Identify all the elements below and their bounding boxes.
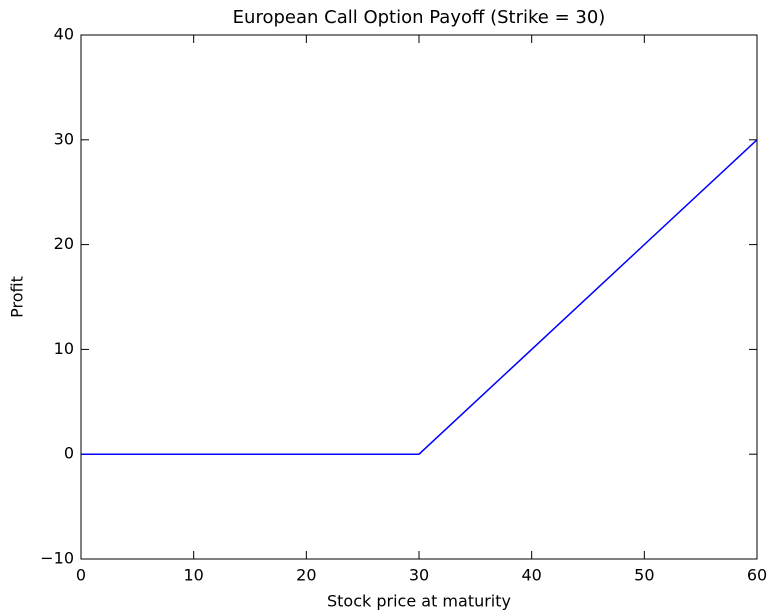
y-tick-label: 10 bbox=[54, 339, 74, 358]
y-tick-label: 40 bbox=[54, 25, 74, 44]
y-axis-label: Profit bbox=[8, 276, 27, 318]
y-tick-label: 0 bbox=[64, 444, 74, 463]
x-tick-label: 0 bbox=[76, 566, 86, 585]
chart-title: European Call Option Payoff (Strike = 30… bbox=[233, 7, 606, 28]
x-tick-label: 10 bbox=[183, 566, 203, 585]
plot-frame bbox=[80, 34, 758, 560]
x-tick-label: 60 bbox=[747, 566, 767, 585]
x-tick-label: 50 bbox=[634, 566, 654, 585]
y-tick-label: 20 bbox=[54, 234, 74, 253]
x-tick-label: 20 bbox=[296, 566, 316, 585]
y-tick-label: −10 bbox=[40, 549, 74, 568]
x-tick-label: 30 bbox=[409, 566, 429, 585]
x-tick-label: 40 bbox=[521, 566, 541, 585]
x-axis-label: Stock price at maturity bbox=[327, 592, 511, 611]
y-tick-label: 30 bbox=[54, 129, 74, 148]
line bbox=[81, 139, 758, 455]
